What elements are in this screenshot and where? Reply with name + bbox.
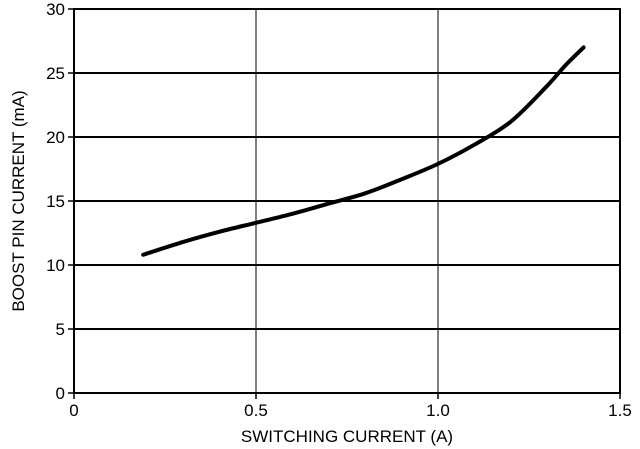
grid-lines	[74, 9, 620, 393]
axes	[68, 8, 621, 399]
x-tick-label: 1.5	[608, 401, 632, 420]
series-line	[141, 45, 586, 257]
x-axis-title: SWITCHING CURRENT (A)	[241, 427, 453, 446]
tick-labels: 0 5 10 15 20 25 30 0 0.5 1.0 1.5	[46, 0, 632, 420]
y-tick-label: 20	[46, 128, 65, 147]
y-tick-label: 25	[46, 64, 65, 83]
x-tick-label: 0	[69, 401, 78, 420]
y-tick-label: 5	[56, 320, 65, 339]
x-tick-label: 0.5	[244, 401, 268, 420]
plot-frame	[73, 8, 621, 394]
y-tick-label: 10	[46, 256, 65, 275]
y-tick-label: 15	[46, 192, 65, 211]
y-tick-label: 0	[56, 384, 65, 403]
y-axis-title: BOOST PIN CURRENT (mA)	[9, 90, 28, 311]
y-tick-label: 30	[46, 0, 65, 19]
x-tick-label: 1.0	[426, 401, 450, 420]
series	[141, 45, 586, 257]
